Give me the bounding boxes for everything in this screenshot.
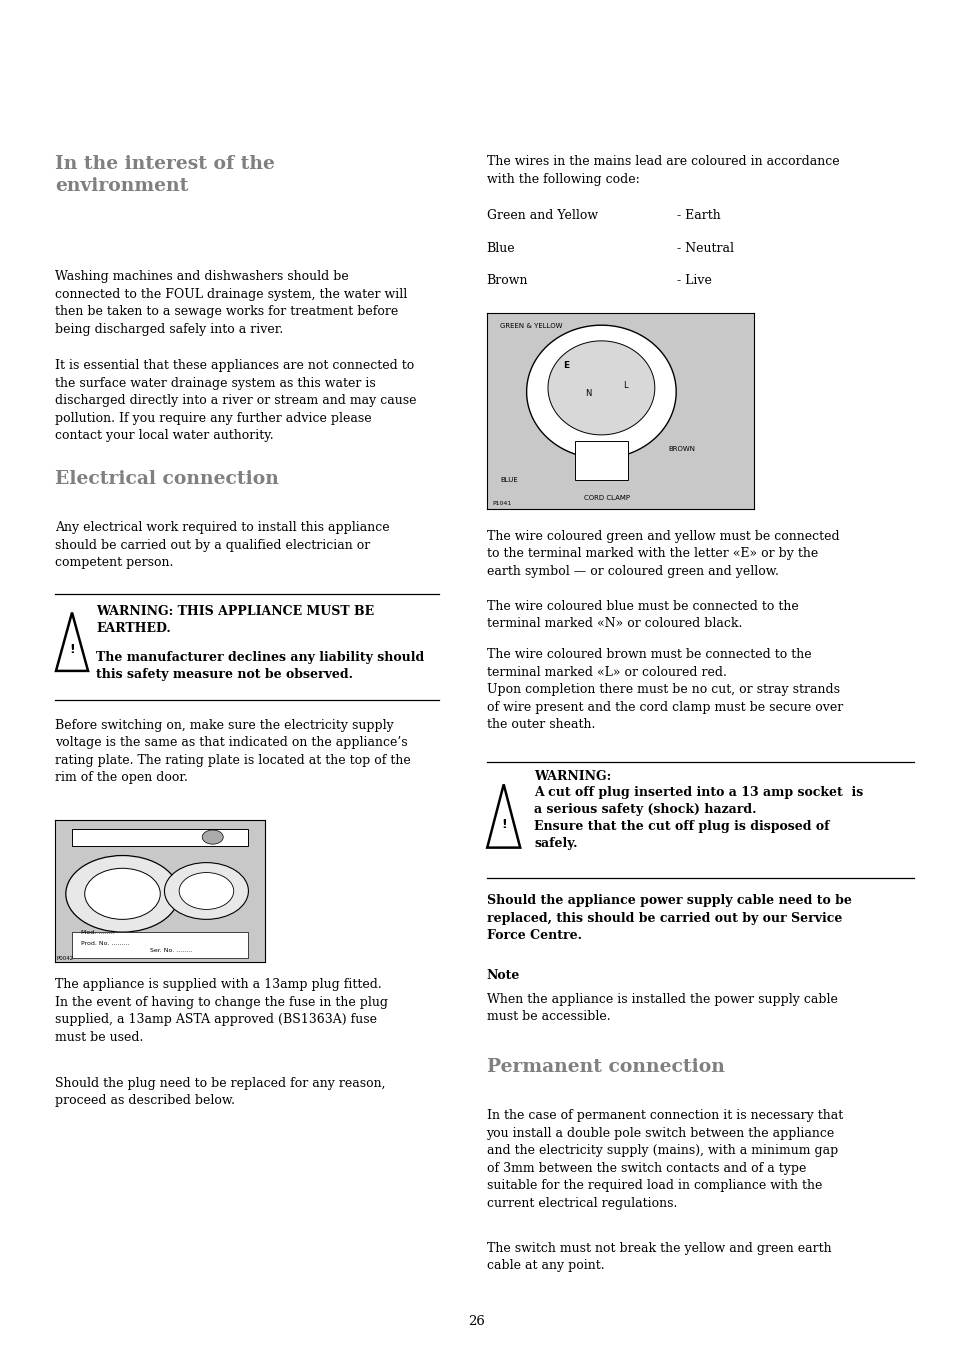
FancyBboxPatch shape: [72, 932, 248, 958]
Circle shape: [85, 869, 160, 920]
Text: In the interest of the
environment: In the interest of the environment: [55, 155, 274, 195]
Text: E: E: [563, 361, 569, 370]
Text: BLUE: BLUE: [499, 477, 517, 482]
Text: When the appliance is installed the power supply cable
must be accessible.: When the appliance is installed the powe…: [486, 993, 837, 1024]
Text: N: N: [584, 389, 591, 397]
Text: It is essential that these appliances are not connected to
the surface water dra: It is essential that these appliances ar…: [55, 359, 416, 442]
Text: Blue: Blue: [486, 242, 515, 255]
Text: P1041: P1041: [492, 501, 511, 507]
Text: Should the plug need to be replaced for any reason,
proceed as described below.: Should the plug need to be replaced for …: [55, 1077, 385, 1108]
Text: Ser. No. ........: Ser. No. ........: [150, 948, 192, 952]
Text: Electrical connection: Electrical connection: [55, 470, 279, 488]
Text: Mod. ........: Mod. ........: [80, 929, 113, 935]
Text: The wire coloured green and yellow must be connected
to the terminal marked with: The wire coloured green and yellow must …: [486, 530, 839, 578]
Text: WARNING: THIS APPLIANCE MUST BE
EARTHED.: WARNING: THIS APPLIANCE MUST BE EARTHED.: [96, 605, 375, 635]
Text: Should the appliance power supply cable need to be
replaced, this should be carr: Should the appliance power supply cable …: [486, 894, 850, 943]
Text: !: !: [69, 643, 75, 657]
Text: Before switching on, make sure the electricity supply
voltage is the same as tha: Before switching on, make sure the elect…: [55, 719, 411, 784]
Text: WARNING:: WARNING:: [534, 770, 611, 784]
Text: The wires in the mains lead are coloured in accordance
with the following code:: The wires in the mains lead are coloured…: [486, 155, 839, 186]
Text: Prod. No. .........: Prod. No. .........: [80, 940, 129, 946]
Polygon shape: [547, 340, 654, 435]
Text: Washing machines and dishwashers should be
connected to the FOUL drainage system: Washing machines and dishwashers should …: [55, 270, 407, 335]
Text: 26: 26: [468, 1315, 485, 1328]
Circle shape: [164, 863, 248, 920]
Text: The manufacturer declines any liability should
this safety measure not be observ: The manufacturer declines any liability …: [96, 651, 424, 681]
Text: A cut off plug inserted into a 13 amp socket  is
a serious safety (shock) hazard: A cut off plug inserted into a 13 amp so…: [534, 786, 862, 850]
FancyBboxPatch shape: [574, 440, 627, 480]
Circle shape: [66, 855, 179, 932]
Text: Brown: Brown: [486, 274, 528, 288]
Text: BROWN: BROWN: [667, 446, 695, 451]
Text: In the case of permanent connection it is necessary that
you install a double po: In the case of permanent connection it i…: [486, 1109, 841, 1209]
Text: The switch must not break the yellow and green earth
cable at any point.: The switch must not break the yellow and…: [486, 1242, 830, 1273]
Polygon shape: [526, 326, 676, 458]
Text: - Live: - Live: [677, 274, 712, 288]
Text: - Earth: - Earth: [677, 209, 720, 223]
Text: Any electrical work required to install this appliance
should be carried out by : Any electrical work required to install …: [55, 521, 390, 570]
Text: GREEN & YELLOW: GREEN & YELLOW: [499, 323, 562, 330]
FancyBboxPatch shape: [72, 828, 248, 846]
Text: L: L: [622, 381, 627, 390]
Text: CORD CLAMP: CORD CLAMP: [583, 494, 629, 500]
Text: Permanent connection: Permanent connection: [486, 1058, 723, 1075]
Text: The wire coloured brown must be connected to the
terminal marked «L» or coloured: The wire coloured brown must be connecte…: [486, 648, 841, 731]
Text: !: !: [500, 817, 506, 831]
Text: - Neutral: - Neutral: [677, 242, 734, 255]
Text: The appliance is supplied with a 13amp plug fitted.
In the event of having to ch: The appliance is supplied with a 13amp p…: [55, 978, 388, 1043]
Text: Note: Note: [486, 969, 519, 982]
Circle shape: [179, 873, 233, 909]
Circle shape: [202, 830, 223, 844]
Text: P0042: P0042: [56, 957, 73, 962]
Text: Green and Yellow: Green and Yellow: [486, 209, 597, 223]
Text: The wire coloured blue must be connected to the
terminal marked «N» or coloured : The wire coloured blue must be connected…: [486, 600, 798, 631]
